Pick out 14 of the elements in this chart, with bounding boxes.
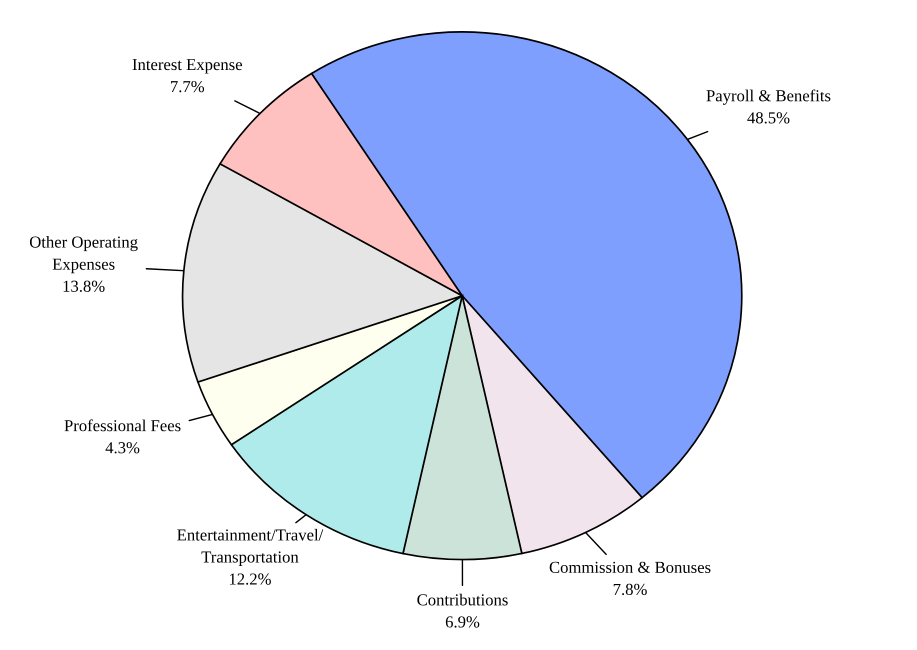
- data-label: 48.5%: [747, 112, 790, 124]
- slice-label: Other Operating Expenses: [30, 236, 138, 274]
- slice-label: Professional Fees: [64, 419, 181, 432]
- data-label: 7.7%: [171, 80, 204, 92]
- slice-label: Interest Expense: [132, 59, 242, 74]
- data-label: 6.9%: [446, 616, 480, 628]
- slice-label: Commission & Bonuses: [550, 562, 710, 573]
- slice-label: Entertainment/Travel/ Transportation: [177, 528, 324, 566]
- data-label: 12.2%: [230, 573, 271, 585]
- slice-label: Contributions: [417, 594, 508, 606]
- data-label: 13.8%: [64, 280, 105, 292]
- data-label: 4.3%: [106, 442, 140, 454]
- data-label: 7.8%: [614, 584, 647, 596]
- slice-label: Payroll & Benefits: [706, 89, 830, 105]
